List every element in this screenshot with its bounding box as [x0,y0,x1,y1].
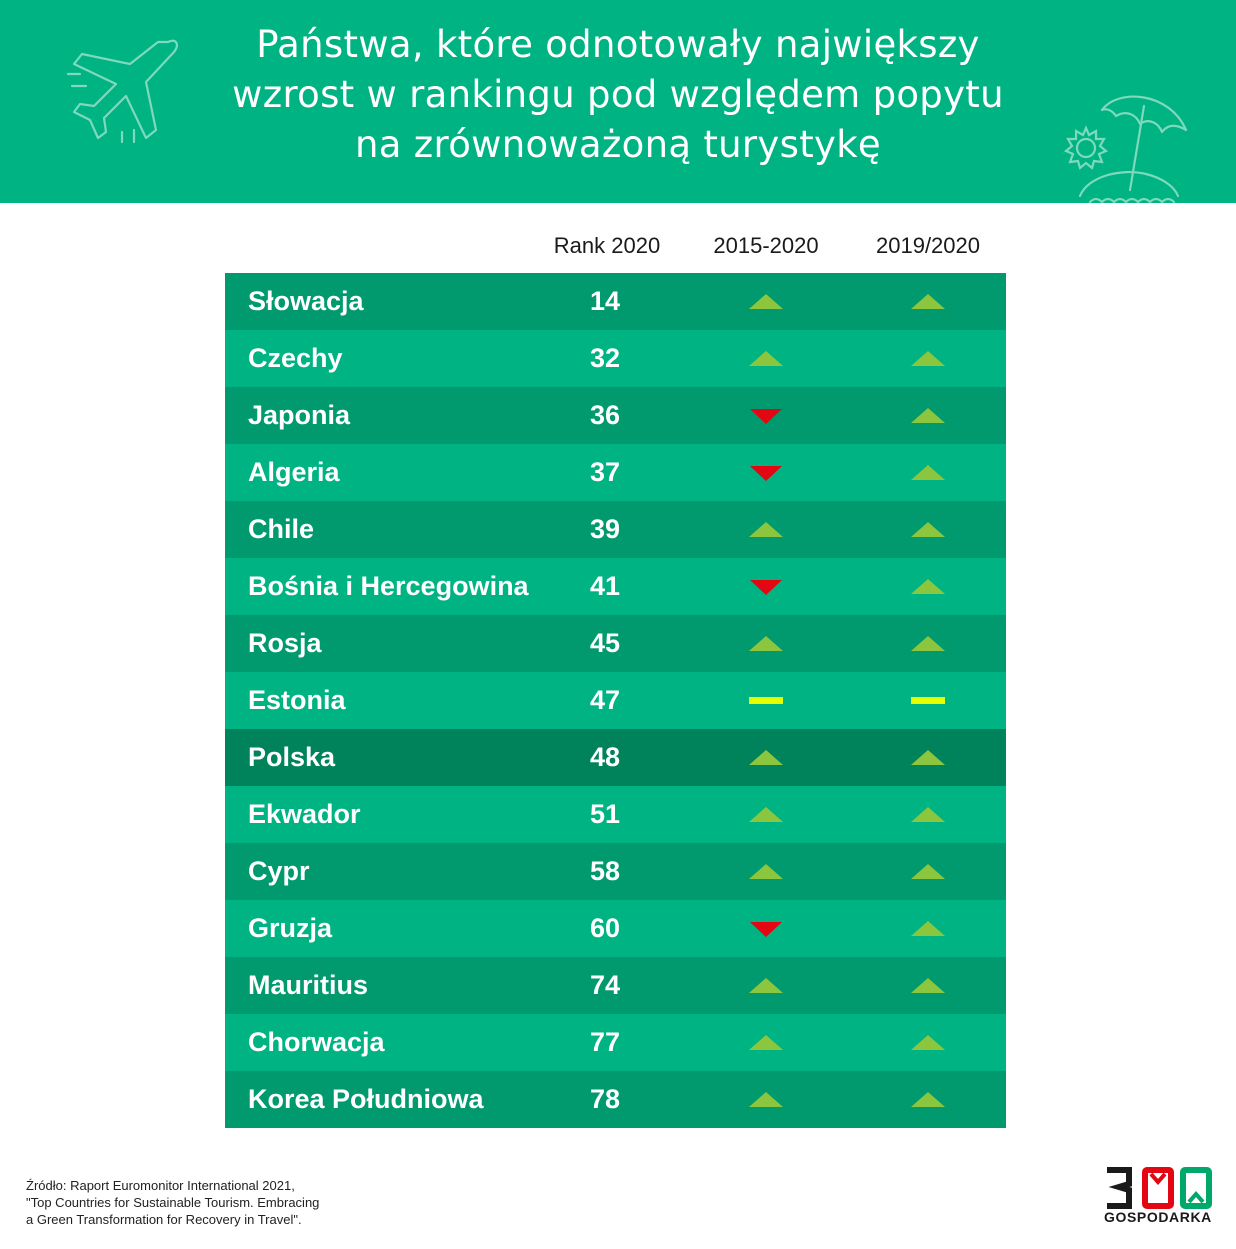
trend-up-icon [749,294,783,309]
country-name: Estonia [248,685,346,715]
rank-value: 51 [589,799,621,829]
country-name: Mauritius [248,970,369,1000]
country-name: Słowacja [248,286,364,316]
table-row: Ekwador 51 [225,786,1006,843]
table-row: Polska 48 [225,729,1006,786]
trend-down-icon [750,580,782,595]
column-header-rank: Rank 2020 [553,233,661,258]
rank-value: 74 [589,970,621,1000]
trend-up-icon [911,465,945,480]
source-line-2: "Top Countries for Sustainable Tourism. … [26,1195,320,1210]
trend-up-icon [749,351,783,366]
trend-up-icon [749,1035,783,1050]
trend-up-icon [749,1092,783,1107]
trend-down-icon [750,409,782,424]
table-row: Chile 39 [225,501,1006,558]
trend-up-icon [749,978,783,993]
country-name: Czechy [248,343,343,373]
trend-down-icon [750,466,782,481]
rank-value: 60 [589,913,621,943]
rank-value: 58 [589,856,621,886]
source-line-1: Źródło: Raport Euromonitor International… [26,1178,295,1193]
trend-up-icon [911,921,945,936]
trend-up-icon [749,807,783,822]
table-row: Słowacja 14 [225,273,1006,330]
trend-down-icon [750,922,782,937]
country-name: Ekwador [248,799,361,829]
country-name: Gruzja [248,913,333,943]
trend-up-icon [911,1092,945,1107]
trend-same-icon [911,697,945,704]
country-name: Rosja [248,628,322,658]
beach-umbrella-icon [1078,95,1188,203]
rank-value: 48 [589,742,621,772]
country-name: Chile [248,514,315,544]
rank-value: 36 [589,400,621,430]
trend-up-icon [911,522,945,537]
country-name: Cypr [248,856,310,886]
trend-up-icon [911,579,945,594]
title-line-3: na zrównoważoną turystykę [354,123,881,166]
rank-value: 39 [589,514,621,544]
trend-up-icon [911,1035,945,1050]
trend-up-icon [911,408,945,423]
table-row: Gruzja 60 [225,900,1006,957]
airplane-icon [66,39,178,144]
header-banner: Państwa, które odnotowały największy wzr… [0,0,1236,203]
trend-up-icon [749,636,783,651]
rank-value: 14 [589,286,621,316]
rank-value: 32 [589,343,621,373]
trend-up-icon [911,807,945,822]
column-header-2019-2020: 2019/2020 [876,233,980,258]
logo-text: GOSPODARKA [1104,1209,1212,1225]
column-header-2015-2020: 2015-2020 [713,233,819,258]
country-name: Bośnia i Hercegowina [248,571,529,601]
title-line-2: wzrost w rankingu pod względem popytu [232,73,1004,116]
table-row: Cypr 58 [225,843,1006,900]
table-row: Chorwacja 77 [225,1014,1006,1071]
table-row: Korea Południowa 78 [225,1071,1006,1128]
title-line-1: Państwa, które odnotowały największy [256,23,980,66]
source-note: Źródło: Raport Euromonitor International… [26,1177,319,1228]
rank-value: 45 [589,628,621,658]
page-title: Państwa, które odnotowały największy wzr… [160,20,1076,170]
country-name: Korea Południowa [248,1084,484,1114]
trend-same-icon [749,697,783,704]
trend-up-icon [749,522,783,537]
trend-up-icon [911,978,945,993]
trend-up-icon [911,351,945,366]
ranking-table: Słowacja 14 Czechy 32 Japonia 36 Algeria 37 Chil… [225,273,1006,1128]
sun-icon [1063,125,1109,170]
country-name: Algeria [248,457,340,487]
rank-value: 47 [589,685,621,715]
rank-value: 37 [589,457,621,487]
table-row: Mauritius 74 [225,957,1006,1014]
trend-up-icon [911,636,945,651]
trend-up-icon [911,750,945,765]
table-row: Bośnia i Hercegowina 41 [225,558,1006,615]
trend-up-icon [749,864,783,879]
table-row: Estonia 47 [225,672,1006,729]
trend-up-icon [911,294,945,309]
table-row: Czechy 32 [225,330,1006,387]
trend-up-icon [911,864,945,879]
table-row: Japonia 36 [225,387,1006,444]
country-name: Japonia [248,400,351,430]
table-row: Rosja 45 [225,615,1006,672]
table-row: Algeria 37 [225,444,1006,501]
trend-up-icon [749,750,783,765]
rank-value: 41 [589,571,621,601]
source-line-3: a Green Transformation for Recovery in T… [26,1212,302,1227]
country-name: Chorwacja [248,1027,385,1057]
country-name: Polska [248,742,336,772]
logo-300-gospodarka [1107,1167,1212,1209]
rank-value: 78 [589,1084,621,1114]
rank-value: 77 [589,1027,621,1057]
